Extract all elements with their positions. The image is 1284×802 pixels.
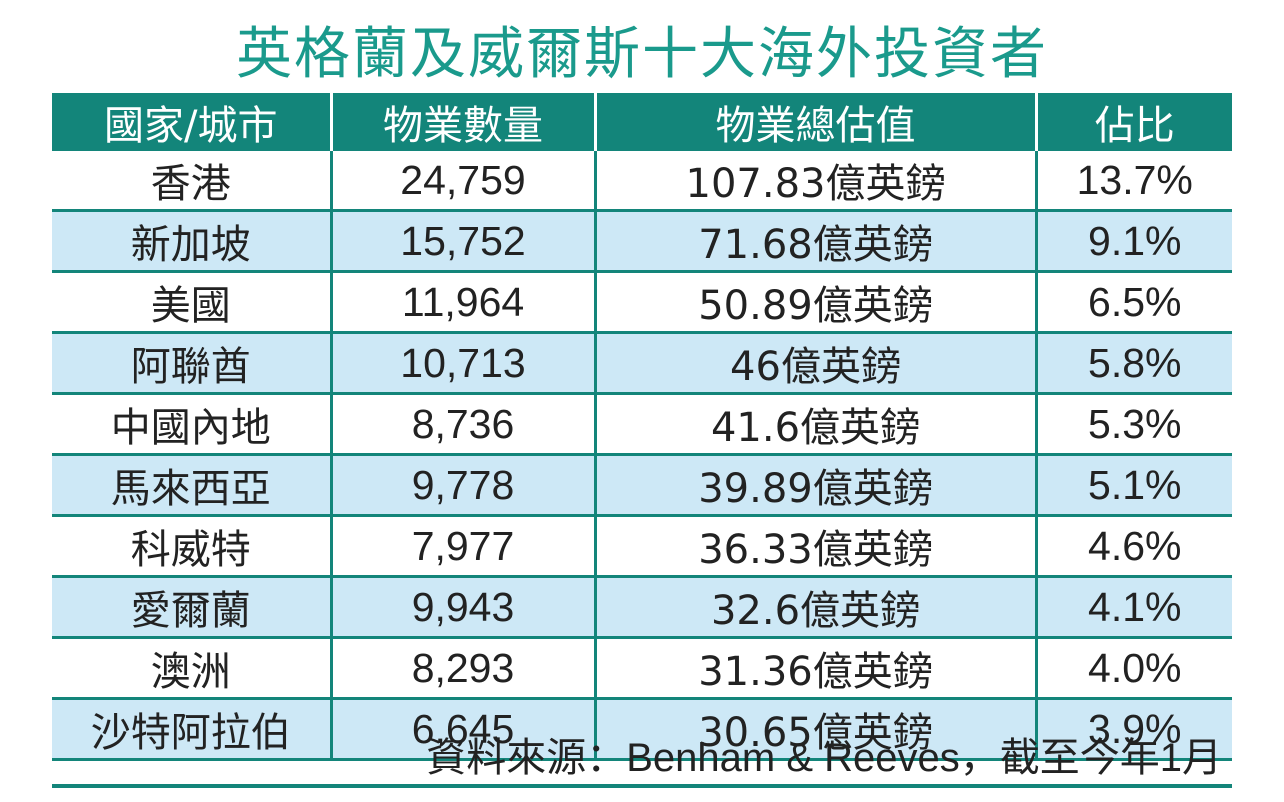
table-row: 馬來西亞 9,778 39.89億英鎊 5.1% <box>52 454 1232 517</box>
cell-share: 6.5% <box>1034 271 1232 334</box>
cell-total-value: 41.6億英鎊 <box>593 393 1036 456</box>
cell-property-count: 24,759 <box>329 151 595 212</box>
header-country: 國家/城市 <box>52 93 333 151</box>
cell-property-count: 8,736 <box>329 393 595 456</box>
source-note: 資料來源：Benham & Reeves，截至今年1月 <box>426 736 1222 780</box>
header-row: 國家/城市 物業數量 物業總估值 佔比 <box>52 93 1232 151</box>
cell-total-value: 107.83億英鎊 <box>593 151 1036 212</box>
cell-share: 5.1% <box>1034 454 1232 517</box>
cell-share: 5.8% <box>1034 332 1232 395</box>
table-row: 阿聯酋 10,713 46億英鎊 5.8% <box>52 332 1232 395</box>
cell-property-count: 9,778 <box>329 454 595 517</box>
cell-share: 9.1% <box>1034 210 1232 273</box>
header-share: 佔比 <box>1034 93 1232 151</box>
cell-country: 中國內地 <box>52 393 331 456</box>
table-title: 英格蘭及威爾斯十大海外投資者 <box>236 22 1048 87</box>
table-row: 美國 11,964 50.89億英鎊 6.5% <box>52 271 1232 334</box>
cell-share: 4.1% <box>1034 576 1232 639</box>
table-row: 沙特阿拉伯 6,645 30.65億英鎊 3.9% <box>52 698 1232 761</box>
cell-share: 3.9% <box>1034 698 1232 761</box>
cell-total-value: 30.65億英鎊 <box>593 698 1036 761</box>
cell-country: 香港 <box>52 151 331 212</box>
cell-share: 13.7% <box>1034 151 1232 212</box>
table-row: 新加坡 15,752 71.68億英鎊 9.1% <box>52 210 1232 273</box>
cell-property-count: 10,713 <box>329 332 595 395</box>
cell-property-count: 7,977 <box>329 515 595 578</box>
cell-total-value: 71.68億英鎊 <box>593 210 1036 273</box>
bottom-rule <box>52 784 1232 788</box>
cell-property-count: 11,964 <box>329 271 595 334</box>
cell-share: 5.3% <box>1034 393 1232 456</box>
cell-property-count: 9,943 <box>329 576 595 639</box>
cell-country: 馬來西亞 <box>52 454 331 517</box>
table-row: 香港 24,759 107.83億英鎊 13.7% <box>52 151 1232 212</box>
cell-country: 愛爾蘭 <box>52 576 331 639</box>
cell-total-value: 32.6億英鎊 <box>593 576 1036 639</box>
header-total-value: 物業總估值 <box>593 93 1038 151</box>
cell-share: 4.6% <box>1034 515 1232 578</box>
cell-total-value: 36.33億英鎊 <box>593 515 1036 578</box>
cell-total-value: 39.89億英鎊 <box>593 454 1036 517</box>
table-row: 科威特 7,977 36.33億英鎊 4.6% <box>52 515 1232 578</box>
investors-table: 國家/城市 物業數量 物業總估值 佔比 香港 24,759 107.83億英鎊 13.… <box>52 93 1232 761</box>
cell-country: 科威特 <box>52 515 331 578</box>
cell-total-value: 50.89億英鎊 <box>593 271 1036 334</box>
cell-total-value: 31.36億英鎊 <box>593 637 1036 700</box>
table-row: 中國內地 8,736 41.6億英鎊 5.3% <box>52 393 1232 456</box>
cell-country: 沙特阿拉伯 <box>52 698 331 761</box>
table-row: 愛爾蘭 9,943 32.6億英鎊 4.1% <box>52 576 1232 639</box>
table-row: 澳洲 8,293 31.36億英鎊 4.0% <box>52 637 1232 700</box>
cell-property-count: 8,293 <box>329 637 595 700</box>
cell-total-value: 46億英鎊 <box>593 332 1036 395</box>
cell-property-count: 6,645 <box>329 698 595 761</box>
cell-property-count: 15,752 <box>329 210 595 273</box>
cell-share: 4.0% <box>1034 637 1232 700</box>
cell-country: 阿聯酋 <box>52 332 331 395</box>
header-property-count: 物業數量 <box>329 93 597 151</box>
cell-country: 美國 <box>52 271 331 334</box>
cell-country: 澳洲 <box>52 637 331 700</box>
cell-country: 新加坡 <box>52 210 331 273</box>
table-body: 香港 24,759 107.83億英鎊 13.7% 新加坡 15,752 71.68億英鎊 9… <box>52 151 1232 761</box>
